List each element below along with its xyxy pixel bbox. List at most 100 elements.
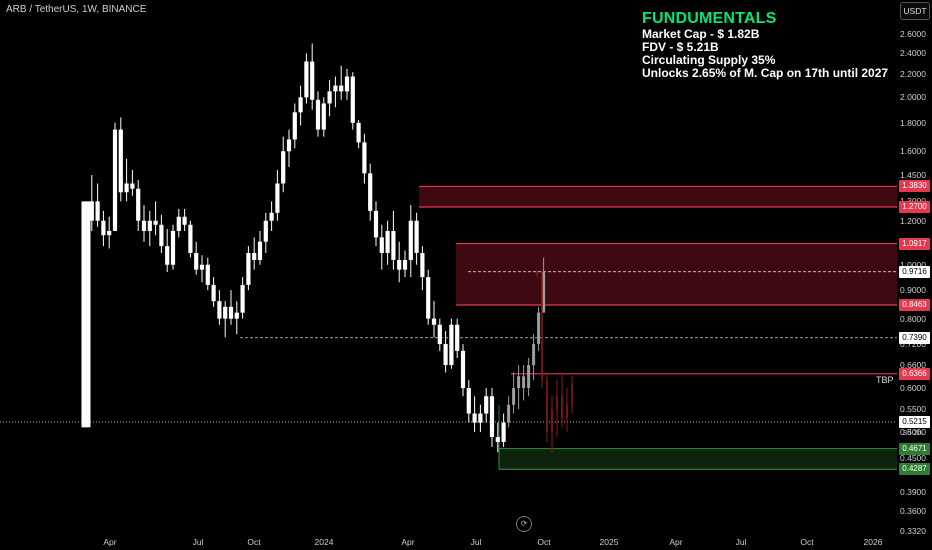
candle-body	[188, 224, 193, 253]
price-tick-label: 0.6000	[900, 383, 926, 394]
candle-body	[141, 220, 147, 231]
candle-body	[478, 413, 483, 423]
price-tick-label: 1.4500	[900, 170, 926, 180]
time-tick-label: 2025	[599, 537, 619, 547]
candle-body	[170, 230, 176, 265]
candle-body	[501, 422, 506, 442]
candle-body	[356, 122, 361, 143]
candle-body	[246, 252, 251, 285]
fdv-line: FDV - $ 5.21B	[642, 40, 719, 54]
candle-body	[252, 252, 257, 260]
time-tick-label: Jul	[470, 537, 482, 547]
projection-candle-body	[561, 396, 563, 419]
price-badge: 1.0917	[899, 237, 930, 250]
recent-candle-body	[537, 312, 541, 345]
candle-body	[373, 210, 379, 238]
candle-body	[379, 237, 384, 253]
recent-candle-body	[542, 272, 546, 313]
price-tick-label: 0.7200	[900, 339, 926, 350]
candle-body	[81, 201, 91, 428]
price-tick-label: 2.6000	[900, 29, 926, 39]
candle-body	[275, 183, 280, 213]
projection-candle-body	[571, 384, 573, 405]
time-tick-label: 2026	[863, 537, 883, 547]
candle-body	[460, 350, 466, 389]
candle-body	[292, 112, 297, 140]
candle-body	[240, 284, 245, 313]
projection-candle-body	[546, 380, 548, 433]
candle-body	[257, 241, 263, 260]
candle-body	[159, 224, 164, 247]
candle-body	[466, 388, 471, 414]
candle-body	[217, 301, 222, 319]
candle-body	[321, 103, 326, 130]
time-tick-label: Jul	[735, 537, 747, 547]
symbol-title[interactable]: ARB / TetherUS, 1W, BINANCE	[6, 4, 147, 15]
projection-candle-body	[551, 409, 553, 433]
candle-body	[484, 396, 489, 414]
candle-body	[176, 216, 181, 231]
price-tick-label: 2.4000	[900, 48, 926, 59]
tradingview-logo-icon[interactable]: ⟳	[516, 516, 532, 532]
candle-body	[194, 252, 199, 270]
candle-body	[495, 436, 500, 442]
candle-body	[101, 220, 106, 236]
time-tick-label: Apr	[103, 537, 117, 547]
unlocks-line: Unlocks 2.65% of M. Cap on 17th until 20…	[642, 66, 889, 80]
price-badge: 0.4287	[899, 463, 930, 476]
candle-body	[437, 324, 442, 345]
currency-button[interactable]: USDT	[900, 2, 930, 20]
fundamentals-title: FUNDUMENTALS	[642, 10, 777, 27]
candle-body	[368, 173, 373, 211]
candle-body	[147, 220, 152, 231]
candle-body	[124, 183, 129, 193]
time-tick-label: 2024	[314, 537, 334, 547]
candle-body	[391, 230, 396, 260]
candle-body	[223, 306, 228, 319]
candle-body	[199, 264, 205, 270]
projection-candle-body	[536, 272, 538, 275]
candle-body	[118, 129, 123, 193]
projection-candle-body	[566, 404, 568, 419]
recent-candle-body	[532, 344, 536, 366]
price-tick-label: 0.3900	[900, 487, 926, 498]
candle-body	[408, 220, 413, 260]
candle-body	[397, 259, 402, 270]
price-tick-label: 2.2000	[900, 69, 926, 80]
candle-body	[281, 151, 286, 184]
time-tick-label: Oct	[800, 537, 814, 547]
price-tick-label: 1.0000	[900, 259, 926, 270]
price-badge: 0.9716	[899, 265, 930, 278]
projection-candle-body	[556, 396, 558, 410]
candle-body	[130, 183, 135, 189]
candle-body	[426, 277, 431, 319]
zone-supply	[456, 243, 897, 306]
candle-body	[327, 91, 332, 104]
recent-candle-body	[507, 404, 511, 423]
zone-demand	[499, 448, 897, 470]
candle-body	[153, 220, 158, 225]
candle-body	[414, 220, 419, 253]
candle-body	[205, 264, 210, 285]
price-tick-label: 1.6000	[900, 146, 926, 157]
candle-body	[333, 85, 338, 92]
price-badge: 0.6366	[899, 367, 930, 380]
candle-body	[234, 312, 239, 319]
fundamentals-panel: FUNDUMENTALS Market Cap - $ 1.82B FDV - …	[642, 10, 888, 80]
price-tick-label: 0.5500	[900, 404, 926, 415]
price-tick-label: 0.4500	[900, 452, 926, 463]
candle-body	[344, 76, 350, 92]
countdown-label: 3d 2h	[903, 427, 922, 437]
time-tick-label: Oct	[537, 537, 551, 547]
price-tick-label: 0.5000	[900, 427, 926, 438]
zone-supply	[419, 186, 897, 208]
price-badge: 1.3830	[899, 180, 930, 193]
candle-body	[304, 61, 309, 98]
candle-body	[182, 216, 187, 225]
candle-body	[455, 324, 460, 351]
price-tick-label: 0.3320	[900, 526, 926, 536]
recent-candle-body	[527, 365, 531, 389]
price-tick-label: 1.8000	[900, 117, 926, 128]
candle-body	[112, 129, 118, 231]
